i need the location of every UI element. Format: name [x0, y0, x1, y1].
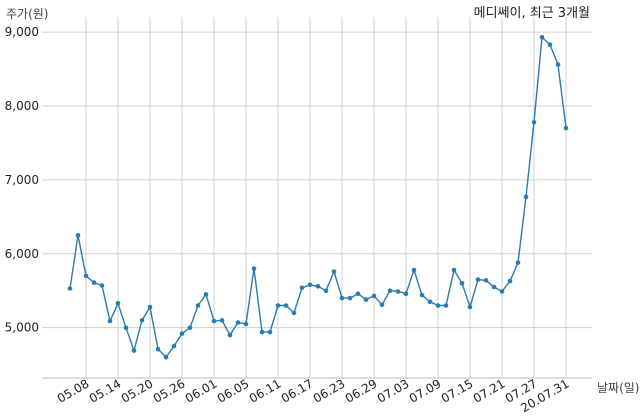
data-point	[107, 318, 113, 324]
data-point	[211, 318, 217, 324]
data-point	[83, 273, 89, 279]
data-point	[355, 291, 361, 297]
x-gridlines	[85, 17, 567, 378]
data-point	[179, 331, 185, 336]
data-point	[291, 310, 297, 316]
price-points	[67, 35, 569, 360]
x-tick-label: 07.15	[439, 376, 476, 405]
data-point	[491, 284, 497, 290]
data-point	[243, 321, 249, 327]
data-point	[259, 329, 265, 335]
x-tick-label: 05.26	[151, 376, 188, 405]
data-point	[547, 42, 553, 47]
data-point	[379, 302, 385, 308]
data-point	[467, 304, 473, 310]
data-point	[315, 284, 321, 289]
data-point	[443, 303, 449, 308]
data-point	[539, 35, 545, 40]
data-point	[139, 318, 145, 323]
x-tick-label: 06.17	[279, 376, 316, 405]
data-point	[75, 233, 81, 238]
x-tick-label: 07.03	[375, 376, 412, 405]
data-point	[131, 348, 137, 353]
data-point	[347, 295, 353, 301]
x-tick-label: 05.14	[87, 376, 124, 405]
data-point	[235, 320, 241, 325]
chart-title: 메디쎄이, 최근 3개월	[474, 6, 590, 21]
data-point	[227, 332, 233, 338]
x-tick-labels: 05.0805.1405.2005.2606.0106.0506.1106.17…	[55, 376, 572, 415]
data-point	[419, 292, 425, 298]
x-tick-label: 07.21	[471, 376, 508, 405]
x-tick-label: 05.08	[55, 376, 92, 405]
data-point	[475, 277, 481, 282]
data-point	[187, 325, 193, 331]
data-point	[99, 283, 105, 288]
data-point	[163, 354, 169, 360]
data-point	[171, 343, 177, 349]
y-axis-unit: 주가(원)	[6, 7, 48, 21]
x-tick-label: 06.05	[215, 376, 252, 405]
data-point	[515, 260, 521, 265]
data-point	[363, 297, 369, 302]
x-tick-label: 06.11	[247, 376, 284, 405]
y-tick-label: 8,000	[5, 99, 39, 113]
data-point	[267, 329, 273, 335]
x-tick-label: 07.09	[407, 376, 444, 405]
data-point	[555, 62, 561, 67]
data-point	[499, 289, 505, 294]
data-point	[299, 285, 305, 291]
y-tick-label: 5,000	[5, 321, 39, 335]
data-point	[91, 280, 97, 285]
data-point	[563, 125, 569, 131]
x-tick-label: 06.23	[311, 376, 348, 405]
data-point	[371, 293, 377, 299]
data-point	[195, 303, 201, 308]
data-point	[435, 303, 441, 308]
data-point	[507, 278, 513, 284]
data-point	[427, 299, 433, 305]
data-point	[451, 267, 457, 273]
data-point	[251, 266, 257, 271]
data-point	[219, 318, 225, 323]
x-tick-label: 05.20	[119, 376, 156, 405]
data-point	[331, 269, 337, 274]
data-point	[323, 288, 329, 294]
data-point	[483, 278, 489, 283]
y-tick-label: 7,000	[5, 173, 39, 187]
price-line	[69, 35, 567, 359]
data-point	[387, 288, 393, 294]
data-point	[123, 325, 129, 331]
data-point	[403, 291, 409, 297]
data-point	[203, 292, 209, 297]
data-point	[155, 346, 161, 352]
data-point	[411, 267, 417, 273]
data-point	[307, 282, 313, 288]
y-tick-label: 6,000	[5, 247, 39, 261]
data-point	[339, 295, 345, 301]
data-point	[67, 286, 73, 291]
x-tick-label: 06.01	[183, 376, 220, 405]
data-point	[395, 289, 401, 294]
x-tick-label: 06.29	[343, 376, 380, 405]
y-gridlines	[42, 31, 592, 329]
data-point	[283, 303, 289, 308]
x-axis-unit: 날짜(일)	[597, 381, 639, 395]
y-tick-label: 9,000	[5, 25, 39, 39]
data-point	[459, 281, 465, 286]
data-point	[115, 301, 121, 306]
data-point	[531, 119, 537, 125]
y-tick-labels: 5,000 6,000 7,000 8,000 9,000	[5, 25, 39, 335]
data-point	[147, 304, 153, 310]
data-point	[523, 194, 529, 200]
data-point	[275, 303, 281, 308]
